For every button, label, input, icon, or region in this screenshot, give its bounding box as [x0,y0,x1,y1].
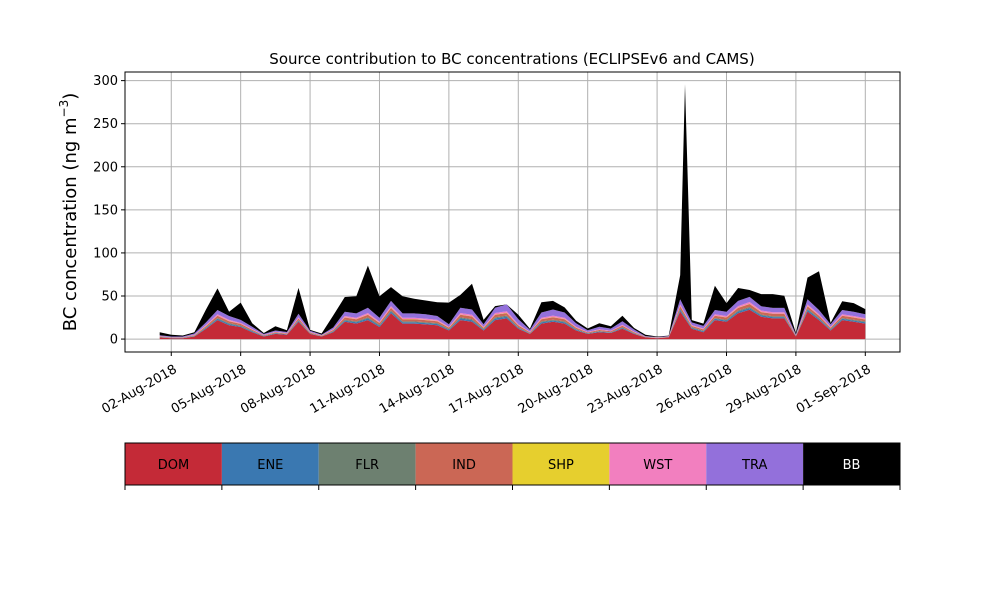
plot-frame [124,71,901,353]
x-tick-label: 23-Aug-2018 [585,362,665,417]
grid-layer [125,72,900,352]
y-axis-label-close: ) [60,93,81,100]
legend-label-wst: WST [643,458,672,473]
legend-label-ind: IND [452,458,476,473]
legend-label-ene: ENE [257,458,283,473]
legend-swatch-tra [706,443,804,485]
x-tick-label: 29-Aug-2018 [724,362,804,417]
x-tick-label: 20-Aug-2018 [516,362,596,417]
x-tick-label: 11-Aug-2018 [308,362,388,417]
y-tick-label: 0 [110,333,118,348]
legend-frame [124,442,901,486]
y-axis-label-superscript: −3 [57,100,71,118]
x-tick-label: 26-Aug-2018 [655,362,735,417]
y-tick-label: 100 [93,246,118,261]
x-tick-label: 05-Aug-2018 [169,362,249,417]
y-tick-label: 50 [101,290,118,305]
legend-colorbar: DOM ENE FLR IND SHP WST TRA BB [124,442,901,490]
legend-label-tra: TRA [741,458,767,473]
legend-label-shp: SHP [548,458,574,473]
legend-swatch-wst [609,443,707,485]
area-series-tra [159,296,866,338]
x-tick-label: 14-Aug-2018 [377,362,457,417]
legend-swatch-shp [512,443,610,485]
legend-swatch-flr [318,443,416,485]
y-axis-label-main: BC concentration (ng m [60,117,81,331]
stacked-area-layer [159,84,866,340]
y-tick-label: 300 [93,74,118,89]
x-tick-label: 17-Aug-2018 [446,362,526,417]
legend-swatch-ene [221,443,319,485]
x-tick-label: 01-Sep-2018 [794,362,874,417]
chart-title: Source contribution to BC concentrations… [269,50,754,68]
legend-swatch-dom [125,443,222,485]
legend-label-bb: BB [843,458,861,473]
y-axis-label: BC concentration (ng m−3) [57,93,81,332]
y-axis: 0 50 100 150 200 250 300 [93,74,125,348]
area-series-bb [159,84,866,337]
area-series-ind [159,304,866,338]
legend-label-flr: FLR [355,458,379,473]
x-axis: 02-Aug-201805-Aug-201808-Aug-201811-Aug-… [99,352,874,417]
y-tick-label: 200 [93,160,118,175]
area-series-dom [159,309,866,340]
legend-swatch-ind [415,443,513,485]
legend-label-dom: DOM [158,458,189,473]
area-series-ene [159,308,866,339]
y-tick-label: 250 [93,117,118,132]
x-tick-label: 02-Aug-2018 [99,362,179,417]
legend-swatch-bb [803,443,900,485]
y-tick-label: 150 [93,203,118,218]
x-tick-label: 08-Aug-2018 [238,362,318,417]
